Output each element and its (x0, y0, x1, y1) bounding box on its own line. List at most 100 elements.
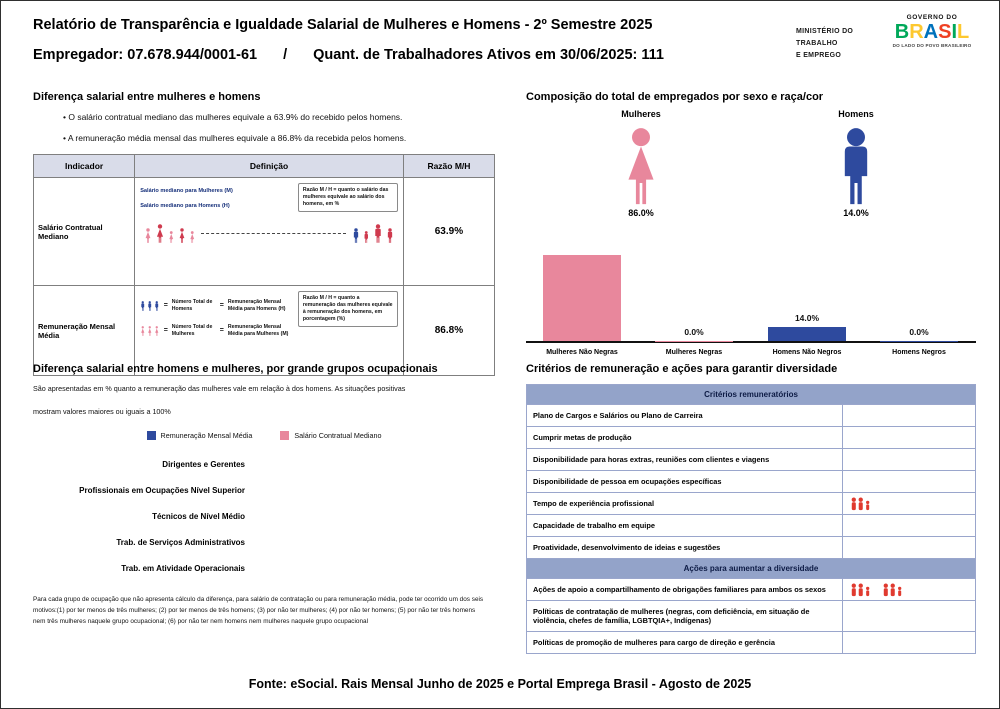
source-footer: Fonte: eSocial. Rais Mensal Junho de 202… (248, 677, 752, 691)
bullet-average-pay: A remuneração média mensal das mulheres … (63, 133, 495, 143)
table-row-median-salary: Salário Contratual Mediano Salário media… (32, 177, 496, 286)
women-group-icons (144, 224, 195, 243)
col-header-definition: Definição (134, 154, 404, 178)
category-label: Homens Negros (892, 349, 946, 356)
ratio-definition-note: Razão M / H = quanto o salário das mulhe… (297, 183, 398, 213)
bar-value-label: 0.0% (684, 326, 704, 337)
men-label: Homens (838, 109, 874, 119)
legend-swatch-blue (146, 431, 156, 440)
criteria-text: Cumprir metas de produção (533, 433, 632, 442)
table-row: Políticas de contratação de mulheres (ne… (527, 601, 975, 632)
group-label: Trab. em Atividade Operacionais (121, 564, 245, 573)
women-count-label: Número Total de Mulheres (171, 324, 213, 337)
men-tiny-icons (140, 301, 160, 311)
bullet-median-salary: O salário contratual mediano das mulhere… (63, 112, 495, 122)
bar (768, 327, 846, 341)
criteria-mark-cell (842, 427, 975, 448)
composition-section: Composição do total de empregados por se… (526, 91, 976, 375)
report-subtitle: Empregador: 07.678.944/0001-61 / Quant. de… (33, 47, 664, 63)
table-row: Ações de apoio a compartilhamento de obr… (527, 579, 975, 601)
group-label: Trab. de Serviços Administrativos (116, 538, 245, 547)
women-figure: Mulheres 86.0% (581, 109, 701, 218)
occupational-description: mostram valores maiores ou iguais a 100% (33, 407, 171, 416)
table-row: Tempo de experiência profissional (527, 493, 975, 515)
male-icon (373, 224, 383, 243)
ministry-logo: MINISTÉRIO DO TRABALHO E EMPREGO (796, 26, 853, 62)
indicator-table-header-row: Indicador Definição Razão M/H (32, 154, 496, 178)
category-label: Mulheres Não Negras (546, 349, 618, 356)
equals-sign: = (219, 327, 224, 334)
group-label: Técnicos de Nível Médio (152, 512, 245, 521)
female-icon (155, 224, 165, 243)
male-icon (386, 228, 394, 243)
category-labels: Mulheres Não Negras Mulheres Negras Home… (526, 349, 976, 371)
criteria-mark-cell (842, 471, 975, 492)
definition-cell: = Número Total de Homens = Remuneração M… (134, 285, 404, 376)
criteria-mark-cell (842, 579, 975, 600)
indicator-name: Remuneração Mensal Média (32, 285, 136, 376)
section-heading: Diferença salarial entre mulheres e home… (33, 91, 261, 103)
gov-logo-bottom-text: DO LADO DO POVO BRASILEIRO (892, 43, 972, 48)
table-row: Proatividade, desenvolvimento de ideias … (527, 537, 975, 559)
criteria-mark-cell (842, 601, 975, 631)
criteria-table: Critérios remuneratórios Plano de Cargos… (526, 384, 976, 654)
female-icon (189, 231, 196, 243)
legend-item-median: Salário Contratual Mediano (280, 431, 382, 440)
criteria-mark-cell (842, 449, 975, 470)
table-row: Disponibilidade para horas extras, reuni… (527, 449, 975, 471)
bar (880, 340, 958, 341)
female-icon (168, 231, 175, 243)
male-icon (352, 228, 360, 243)
table-row: Políticas de promoção de mulheres para c… (527, 632, 975, 653)
report-title: Relatório de Transparência e Igualdade S… (33, 17, 653, 33)
criteria-mark-cell (842, 537, 975, 558)
criteria-section: Critérios de remuneração e ações para ga… (526, 363, 976, 654)
employer-id: Empregador: 07.678.944/0001-61 (33, 47, 258, 63)
active-workers-count: Quant. de Trabalhadores Ativos em 30/06/… (313, 47, 664, 63)
criteria-text: Tempo de experiência profissional (533, 499, 655, 508)
definition-cell: Salário mediano para Mulheres (M) Salári… (134, 177, 404, 286)
bar-group-mulheres-nao-negras: 86.0% (526, 241, 638, 341)
legend-item-average: Remuneração Mensal Média (146, 431, 252, 440)
criteria-text: Plano de Cargos e Salários ou Plano de C… (533, 411, 703, 420)
label-median-women: Salário mediano para Mulheres (M) (140, 188, 233, 194)
criteria-mark-cell (842, 493, 975, 514)
male-icon (140, 301, 146, 311)
diversity-actions-header: Ações para aumentar a diversidade (527, 559, 975, 579)
criteria-text: Disponibilidade para horas extras, reuni… (533, 455, 770, 464)
ministry-line: E EMPREGO (796, 51, 842, 59)
women-average-label: Remuneração Mensal Média para Mulheres (… (227, 324, 289, 337)
ratio-value-average: 86.8% (402, 285, 496, 376)
women-percentage: 86.0% (628, 208, 654, 218)
sex-figures: Mulheres 86.0% Homens 14.0% (526, 109, 976, 227)
group-label: Dirigentes e Gerentes (162, 460, 245, 469)
male-icon (147, 301, 153, 311)
col-header-indicator: Indicador (32, 154, 136, 178)
male-icon (835, 127, 877, 205)
criteria-text: Capacidade de trabalho em equipe (533, 521, 655, 530)
section-heading: Composição do total de empregados por se… (526, 91, 824, 103)
table-row-average-pay: Remuneração Mensal Média = Nú (32, 285, 496, 376)
family-icon (850, 497, 874, 511)
table-row: Plano de Cargos e Salários ou Plano de C… (527, 405, 975, 427)
criteria-text: Políticas de contratação de mulheres (ne… (533, 607, 810, 625)
men-group-icons (352, 224, 394, 243)
group-label: Profissionais em Ocupações Nível Superio… (79, 486, 245, 495)
chart-legend: Remuneração Mensal Média Salário Contrat… (33, 431, 495, 440)
female-icon (144, 228, 152, 243)
men-average-formula: = Número Total de Homens = Remuneração M… (140, 299, 292, 312)
section-heading: Diferença salarial entre homens e mulher… (33, 363, 438, 375)
chart-plot-area: 86.0% 0.0% 14.0% 0.0% (526, 243, 976, 343)
indicator-name: Salário Contratual Mediano (32, 177, 136, 286)
bar (655, 340, 733, 341)
category-label: Homens Não Negros (772, 349, 842, 356)
family-icon (850, 583, 874, 597)
bar-value-label: 14.0% (794, 313, 820, 323)
governo-brasil-logo: GOVERNO DO BRASIL DO LADO DO POVO BRASIL… (879, 14, 985, 48)
men-figure: Homens 14.0% (796, 109, 916, 218)
men-average-label: Remuneração Mensal Média para Homens (H) (227, 299, 286, 312)
table-row: Capacidade de trabalho em equipe (527, 515, 975, 537)
table-row: Cumprir metas de produção (527, 427, 975, 449)
legend-swatch-pink (280, 431, 290, 440)
